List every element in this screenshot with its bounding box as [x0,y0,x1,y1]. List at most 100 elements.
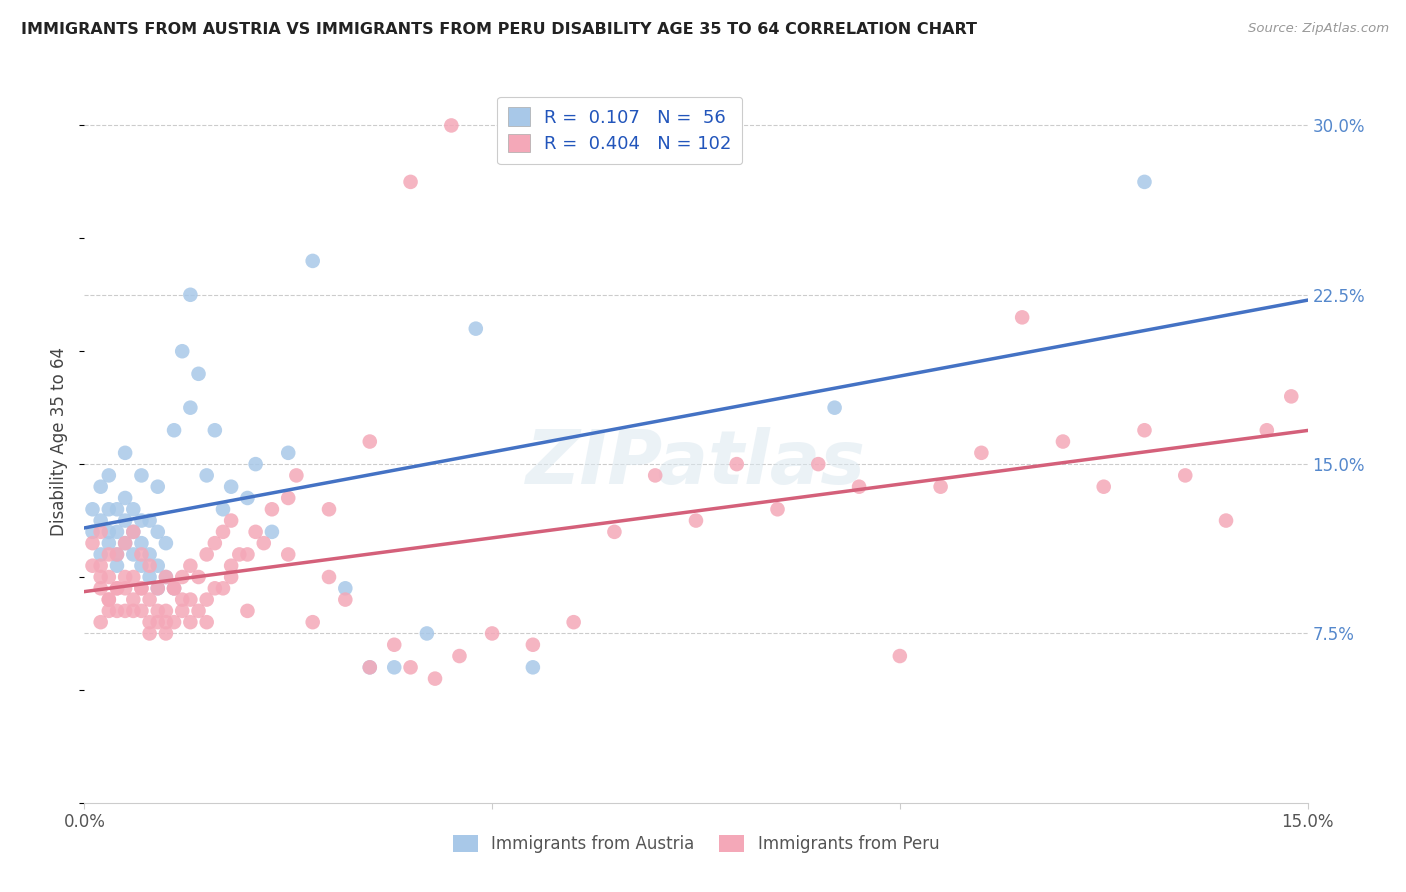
Point [359,660,381,674]
Text: IMMIGRANTS FROM AUSTRIA VS IMMIGRANTS FROM PERU DISABILITY AGE 35 TO 64 CORRELAT: IMMIGRANTS FROM AUSTRIA VS IMMIGRANTS FR… [21,22,977,37]
Point [105,548,128,562]
Point [138,514,160,528]
Point [970,446,993,460]
Point [318,570,340,584]
Point [481,626,503,640]
Point [105,524,128,539]
Point [82,502,104,516]
Text: Source: ZipAtlas.com: Source: ZipAtlas.com [1249,22,1389,36]
Point [301,615,323,630]
Point [138,548,160,562]
Point [122,524,145,539]
Point [236,604,259,618]
Point [131,604,153,618]
Point [399,660,422,674]
Point [97,604,120,618]
Point [146,604,169,618]
Point [195,615,218,630]
Point [179,287,201,301]
Point [90,480,112,494]
Point [172,604,194,618]
Point [138,558,160,573]
Point [131,514,153,528]
Point [90,524,112,539]
Point [212,582,235,596]
Point [114,536,136,550]
Point [1133,423,1156,437]
Point [382,638,405,652]
Point [155,570,177,584]
Point [219,558,242,573]
Point [277,491,299,505]
Point [807,457,830,471]
Point [301,253,323,268]
Point [97,570,120,584]
Point [382,660,405,674]
Point [187,367,209,381]
Point [187,570,209,584]
Point [1279,389,1302,403]
Point [146,582,169,596]
Point [245,524,267,539]
Legend: Immigrants from Austria, Immigrants from Peru: Immigrants from Austria, Immigrants from… [446,828,946,860]
Point [114,536,136,550]
Y-axis label: Disability Age 35 to 64: Disability Age 35 to 64 [51,347,69,536]
Point [146,558,169,573]
Point [522,660,544,674]
Point [138,592,160,607]
Point [163,582,186,596]
Point [163,582,186,596]
Point [522,638,544,652]
Point [562,615,585,630]
Point [131,582,153,596]
Point [155,615,177,630]
Point [146,582,169,596]
Point [155,570,177,584]
Point [824,401,846,415]
Point [122,570,145,584]
Point [423,672,446,686]
Point [122,604,145,618]
Point [195,468,218,483]
Point [138,626,160,640]
Point [172,592,194,607]
Point [195,548,218,562]
Point [187,604,209,618]
Point [179,592,201,607]
Point [155,536,177,550]
Point [82,536,104,550]
Point [204,423,226,437]
Point [90,548,112,562]
Point [105,604,128,618]
Point [146,524,169,539]
Point [114,514,136,528]
Point [204,582,226,596]
Point [1174,468,1197,483]
Point [179,558,201,573]
Point [114,446,136,460]
Point [212,502,235,516]
Point [90,570,112,584]
Point [725,457,748,471]
Point [97,468,120,483]
Point [105,582,128,596]
Point [449,648,471,663]
Point [131,536,153,550]
Point [114,582,136,596]
Point [163,582,186,596]
Point [212,524,235,539]
Point [277,446,299,460]
Point [277,548,299,562]
Point [146,480,169,494]
Point [105,548,128,562]
Point [236,548,259,562]
Point [163,423,186,437]
Point [416,626,439,640]
Point [146,615,169,630]
Point [929,480,952,494]
Point [228,548,250,562]
Point [335,582,357,596]
Point [1052,434,1074,449]
Point [97,592,120,607]
Point [179,401,201,415]
